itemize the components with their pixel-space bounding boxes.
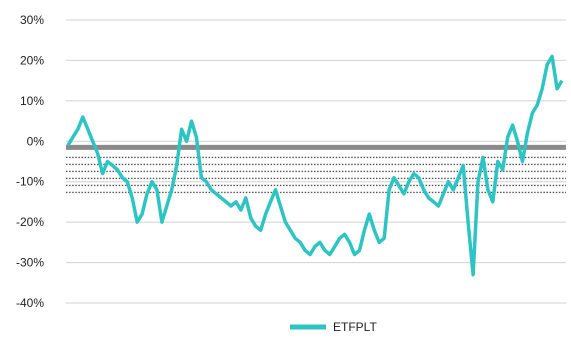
y-axis-tick-labels: 30% 20% 10% 0% -10% -20% -30% -40% — [16, 13, 44, 310]
y-tick-label: 20% — [20, 53, 44, 67]
y-tick-label: -40% — [16, 296, 44, 310]
series-line-etfplt — [66, 54, 564, 277]
y-tick-label: -20% — [16, 215, 44, 229]
y-tick-label: 30% — [20, 13, 44, 27]
y-tick-label: -30% — [16, 256, 44, 270]
gridlines — [66, 19, 566, 304]
y-tick-label: 10% — [20, 94, 44, 108]
y-tick-label: 0% — [27, 134, 45, 148]
y-tick-label: -10% — [16, 175, 44, 189]
legend: ETFPLT — [290, 320, 377, 334]
x-axis-tick-labels — [66, 156, 566, 194]
legend-label-etfplt: ETFPLT — [333, 320, 377, 334]
series-layer — [66, 54, 564, 277]
